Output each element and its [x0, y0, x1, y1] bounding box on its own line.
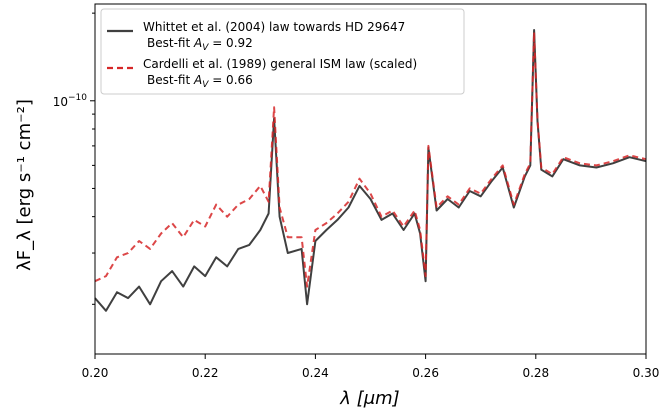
legend-note-cardelli: Best-fit AV = 0.66 [147, 73, 253, 90]
series-line-0 [94, 29, 647, 312]
x-tick-label: 0.20 [82, 366, 109, 380]
x-tick-label: 0.28 [522, 366, 549, 380]
x-tick-label: 0.24 [302, 366, 329, 380]
y-tick-label: 10−10 [53, 93, 88, 109]
x-tick-label: 0.30 [633, 366, 660, 380]
legend-label-cardelli: Cardelli et al. (1989) general ISM law (… [143, 57, 417, 71]
legend: Whittet et al. (2004) law towards HD 296… [100, 8, 465, 95]
y-axis-label: λF_λ [erg s⁻¹ cm⁻²] [14, 99, 35, 271]
legend-box [100, 8, 465, 95]
x-axis: 0.20 0.22 0.24 0.26 0.28 0.30 [82, 354, 660, 380]
y-axis: 10−10 [53, 12, 95, 305]
x-tick-label: 0.22 [192, 366, 219, 380]
legend-note-whittet: Best-fit AV = 0.92 [147, 36, 253, 53]
x-axis-label: λ [μm] [339, 388, 399, 409]
x-tick-label: 0.26 [412, 366, 439, 380]
legend-label-whittet: Whittet et al. (2004) law towards HD 296… [143, 20, 405, 34]
plot-frame [94, 3, 647, 355]
plot-area [94, 29, 647, 312]
